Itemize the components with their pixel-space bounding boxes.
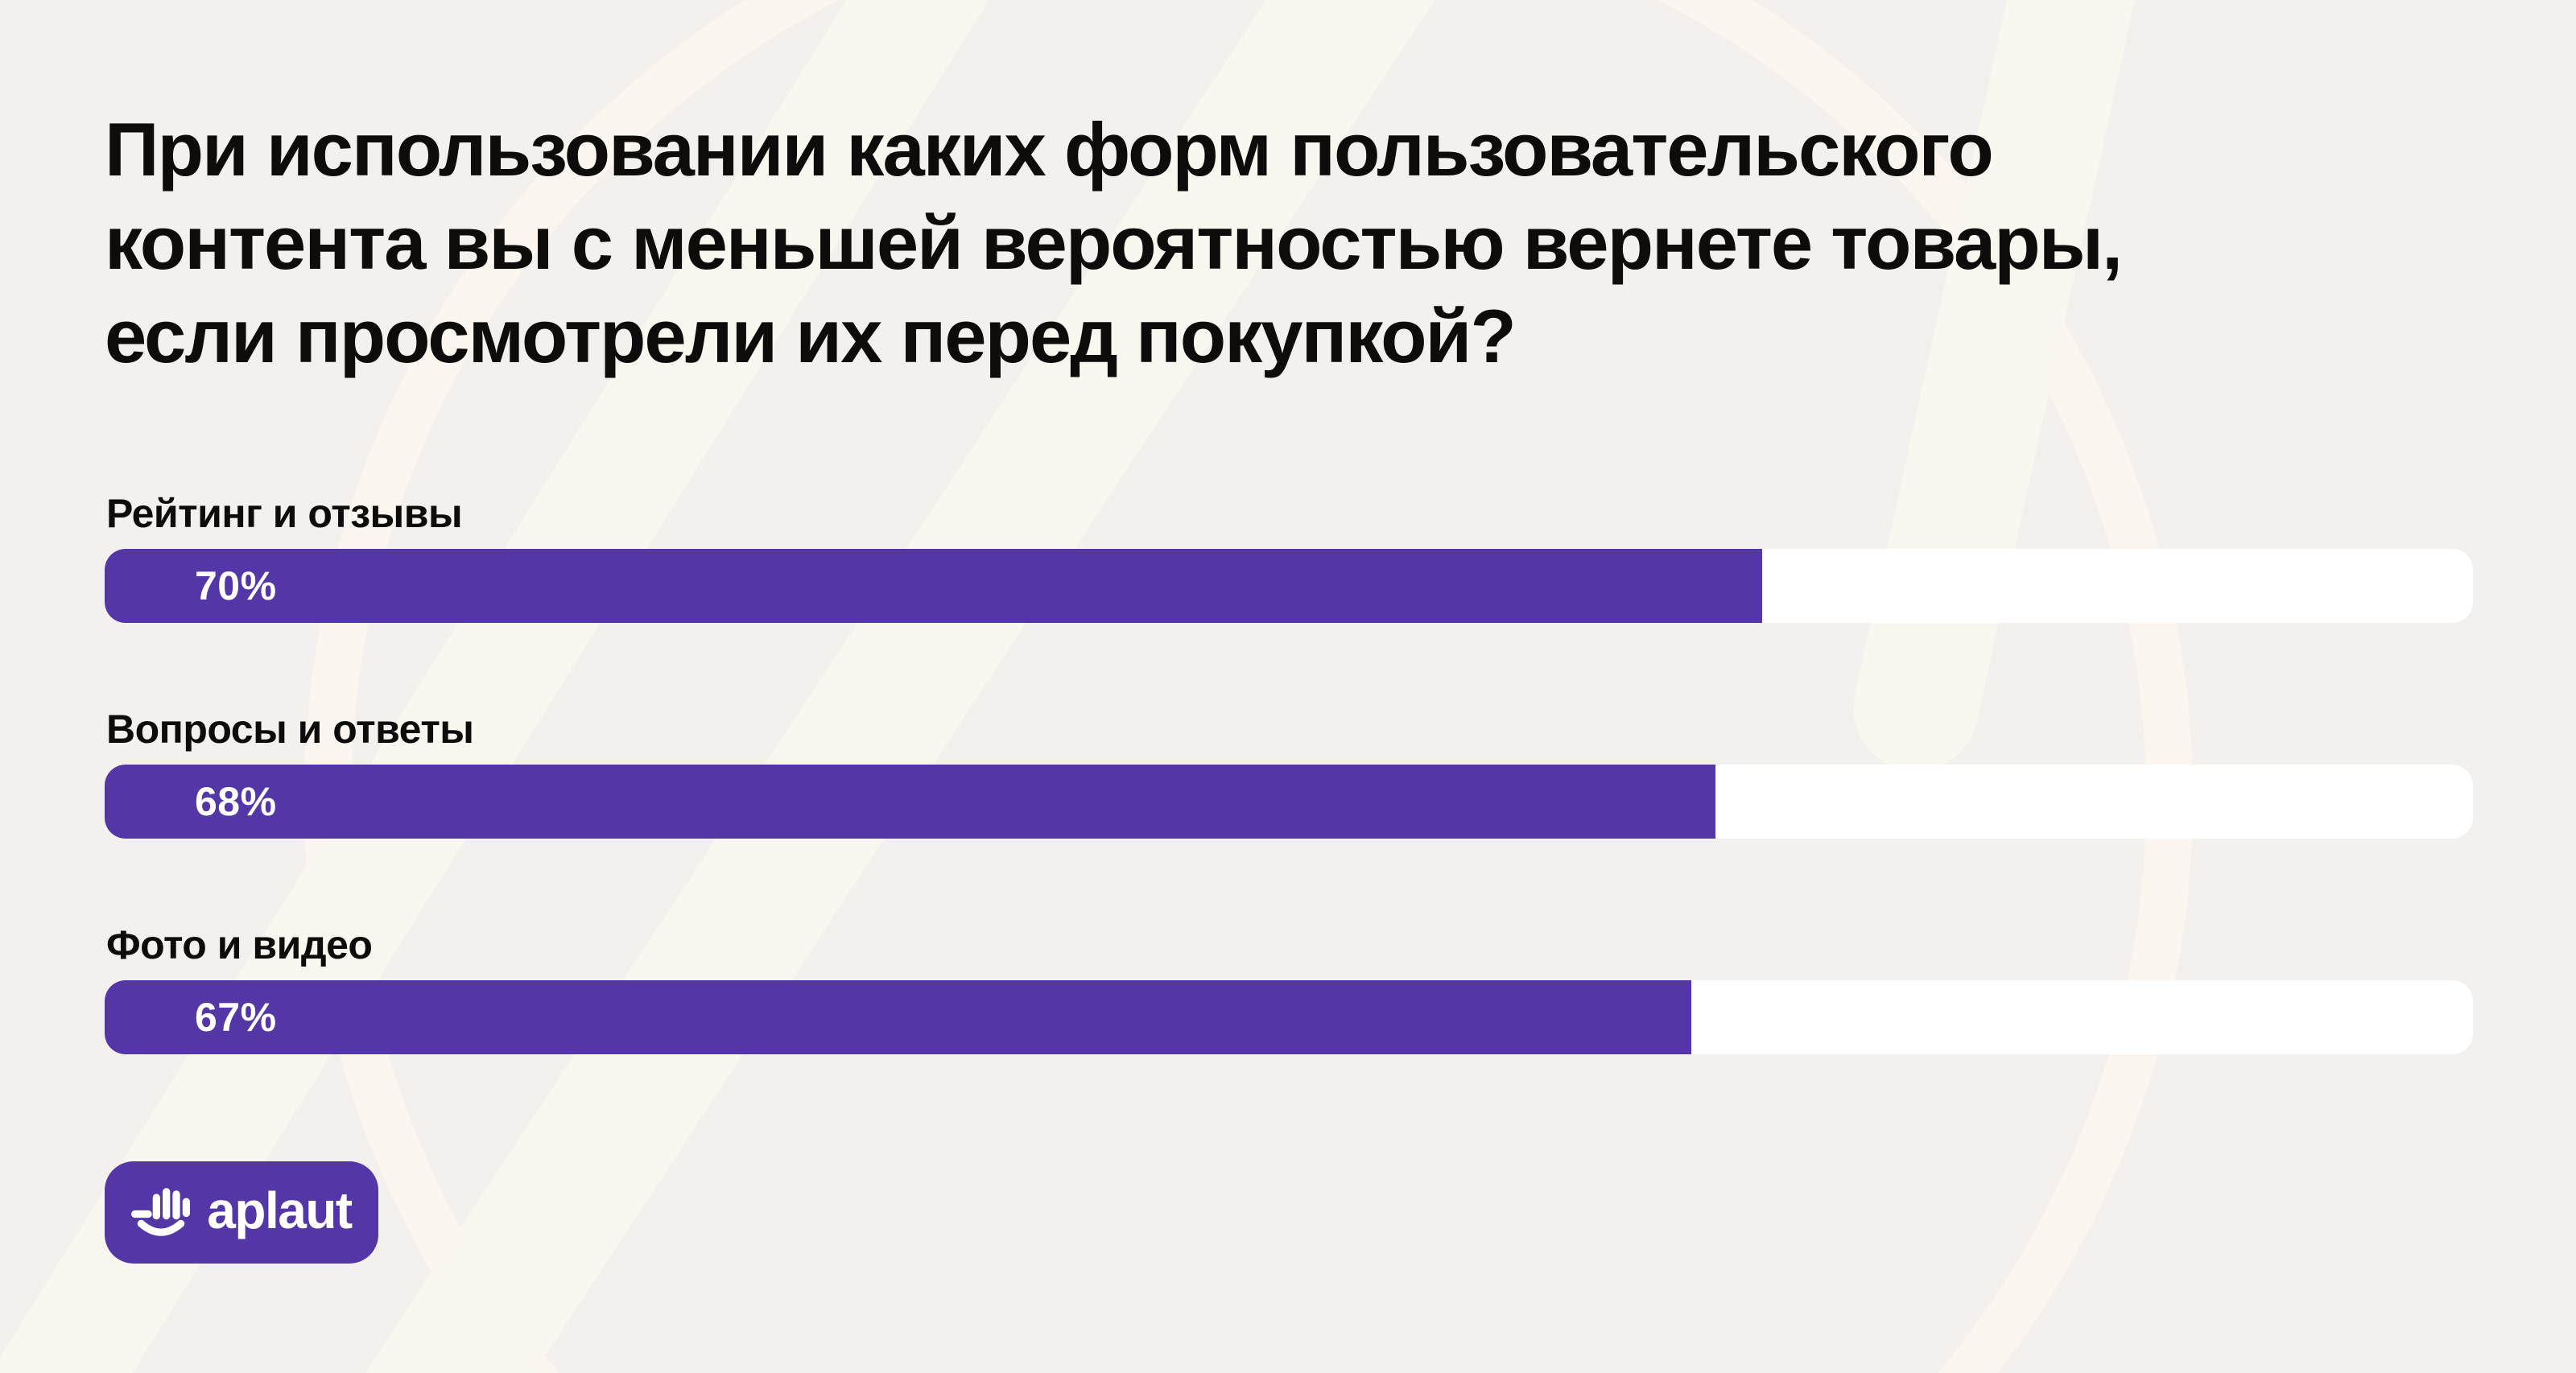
aplaut-logo-badge: aplaut <box>105 1161 378 1264</box>
bar-value-label: 68% <box>195 779 277 824</box>
bar-track: 68% <box>105 765 2473 839</box>
bar-group-photo-video: Фото и видео 67% <box>105 924 2473 1054</box>
bar-label: Фото и видео <box>106 922 373 967</box>
bar-group-ratings-reviews: Рейтинг и отзывы 70% <box>105 493 2473 623</box>
bar-label: Рейтинг и отзывы <box>106 491 463 536</box>
hand-high-five-icon <box>131 1187 191 1236</box>
bar-group-questions-answers: Вопросы и ответы 68% <box>105 708 2473 839</box>
bar-fill: 68% <box>105 765 1715 839</box>
title-line-1: При использовании каких форм пользовател… <box>105 107 1994 192</box>
bar-label: Вопросы и ответы <box>106 707 474 752</box>
bar-track: 70% <box>105 549 2473 623</box>
title-line-2: контента вы с меньшей вероятностью верне… <box>105 200 2123 285</box>
bar-fill: 70% <box>105 549 1763 623</box>
logo-wordmark: aplaut <box>207 1181 353 1239</box>
bar-value-label: 70% <box>195 563 277 608</box>
bar-track: 67% <box>105 980 2473 1054</box>
page-title: При использовании каких форм пользовател… <box>105 103 2487 383</box>
bar-value-label: 67% <box>195 995 277 1040</box>
title-line-3: если просмотрели их перед покупкой? <box>105 294 1517 378</box>
bar-fill: 67% <box>105 980 1692 1054</box>
